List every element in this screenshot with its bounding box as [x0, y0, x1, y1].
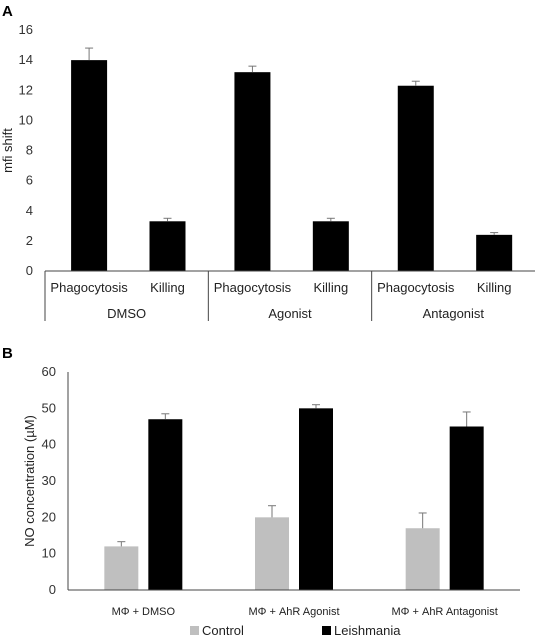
panel-b-y-ticks: 0 10 20 30 40 50 60: [42, 364, 56, 597]
panel-b-bar: [299, 408, 333, 590]
panel-b-category-label: MΦ + DMSO: [112, 606, 176, 618]
panel-a-bar: [312, 221, 349, 271]
panel-a-bar: [397, 85, 434, 271]
panel-a-bar: [234, 72, 271, 271]
panel-a-category-label: Phagocytosis: [50, 280, 128, 295]
panel-a-group-label: Agonist: [268, 306, 312, 321]
panel-b-bar: [104, 546, 139, 590]
panel-a-bar: [71, 60, 108, 271]
panel-b-bar: [405, 528, 440, 590]
panel-b-y-tick-label: 0: [49, 582, 56, 597]
panel-a-y-tick-label: 4: [26, 203, 33, 218]
panel-a-category-label: Killing: [313, 280, 348, 295]
panel-a-category-label: Phagocytosis: [214, 280, 292, 295]
panel-a-y-tick-label: 0: [26, 263, 33, 278]
panel-a-group-label: DMSO: [107, 306, 146, 321]
panel-b-legend-swatch: [190, 626, 199, 635]
panel-b-legend-label: Leishmania: [334, 623, 401, 638]
panel-b-legend-label: Control: [202, 623, 244, 638]
panel-a-y-tick-label: 2: [26, 233, 33, 248]
panel-b-y-tick-label: 40: [42, 437, 56, 452]
panel-a-y-tick-label: 16: [19, 22, 33, 37]
panel-a-bars: [71, 47, 513, 271]
panel-b-bar: [255, 517, 289, 590]
panel-b-y-tick-label: 50: [42, 400, 56, 415]
panel-b-y-tick-label: 60: [42, 364, 56, 379]
panel-a-category-label: Killing: [150, 280, 185, 295]
panel-a-y-tick-label: 12: [19, 82, 33, 97]
panel-b-y-tick-label: 10: [42, 546, 56, 561]
panel-b-bar: [449, 426, 484, 590]
panel-a-y-tick-label: 10: [19, 112, 33, 127]
panel-b-bars: [104, 404, 484, 590]
panel-a-category-label: Phagocytosis: [377, 280, 455, 295]
panel-b-y-tick-label: 30: [42, 473, 56, 488]
panel-a-group-label: Antagonist: [423, 306, 485, 321]
panel-a-y-tick-label: 14: [19, 52, 33, 67]
panel-b-bar: [148, 419, 183, 590]
panel-b-category-label: MΦ + AhR Antagonist: [392, 606, 498, 618]
panel-a: A mfi shift 0 2 4 6 8 10 12 14 16 Phagocytosis Ki…: [0, 3, 535, 321]
panel-a-category-labels: Phagocytosis Killing DMSO Phagocytosis Killi…: [50, 280, 511, 321]
panel-b-axes: [67, 372, 520, 591]
panel-b-label: B: [2, 345, 13, 362]
panel-b-y-tick-label: 20: [42, 509, 56, 524]
panel-a-bar: [476, 234, 513, 271]
panel-a-axes: [44, 270, 535, 321]
panel-b-legend-swatch: [322, 626, 331, 635]
panel-b: B NO concentration (µM) 0 10 20 30 40 50 60 MΦ…: [2, 345, 520, 638]
panel-b-category-label: MΦ + AhR Agonist: [248, 606, 339, 618]
panel-b-legend: Control Leishmania: [190, 623, 401, 638]
panel-a-y-axis-label: mfi shift: [0, 128, 15, 173]
panel-a-y-tick-label: 6: [26, 173, 33, 188]
panel-b-category-labels: MΦ + DMSO MΦ + AhR Agonist MΦ + AhR Antago…: [112, 606, 498, 618]
panel-a-y-ticks: 0 2 4 6 8 10 12 14 16: [19, 22, 33, 278]
panel-a-category-label: Killing: [477, 280, 512, 295]
panel-a-label: A: [2, 3, 13, 20]
panel-b-y-axis-label: NO concentration (µM): [22, 415, 37, 547]
panel-a-y-tick-label: 8: [26, 143, 33, 158]
panel-a-bar: [149, 221, 186, 271]
